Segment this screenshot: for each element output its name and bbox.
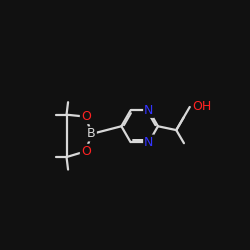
Text: O: O	[81, 145, 91, 158]
Text: OH: OH	[192, 100, 212, 114]
Text: O: O	[81, 110, 91, 123]
Text: B: B	[87, 128, 96, 140]
Text: N: N	[144, 136, 154, 148]
Text: N: N	[144, 104, 154, 117]
